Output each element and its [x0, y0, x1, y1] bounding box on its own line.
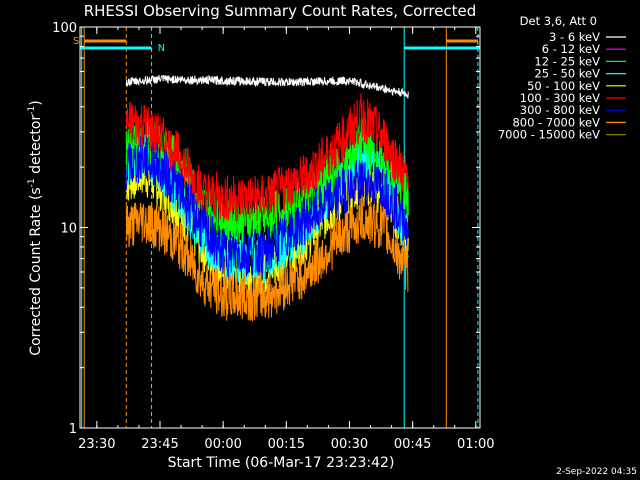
series-800to7000keV-line [125, 195, 409, 322]
x-tick-label: 23:45 [141, 437, 178, 452]
x-tick-label: 23:30 [78, 437, 115, 452]
y-tick-label: 10 [60, 222, 77, 237]
plot-area: SN [73, 27, 480, 428]
legend-label: 300 - 800 keV [520, 103, 600, 117]
x-tick-label: 00:30 [331, 437, 368, 452]
x-tick-label: 00:45 [394, 437, 431, 452]
x-tick-label: 00:15 [268, 437, 305, 452]
x-tick-label: 01:00 [457, 437, 494, 452]
legend-label: 12 - 25 keV [534, 54, 600, 68]
night-label: N [158, 43, 165, 54]
legend-label: 25 - 50 keV [534, 67, 600, 81]
series-100to300keV-line [125, 93, 409, 222]
saa-label: S [73, 36, 79, 47]
y-tick-label: 1 [69, 422, 77, 437]
y-tick-label: 100 [52, 21, 77, 36]
legend-title: Det 3,6, Att 0 [520, 14, 597, 28]
legend-label: 6 - 12 keV [542, 42, 600, 56]
series-3to6keV-line [125, 74, 409, 99]
legend-label: 800 - 7000 keV [512, 115, 600, 129]
timestamp: 2-Sep-2022 04:35 [556, 467, 637, 477]
y-axis-label: Corrected Count Rate (s-1 detector-1) [27, 100, 44, 355]
legend-label: 50 - 100 keV [527, 79, 600, 93]
x-axis-label: Start Time (06-Mar-17 23:23:42) [168, 455, 395, 471]
legend-label: 3 - 6 keV [549, 30, 600, 44]
axis-ticks: 23:30 23:45 00:00 00:15 00:30 00:45 01:00 1 10 10… [52, 21, 494, 452]
series-300to800keV-line [125, 136, 409, 278]
chart-title: RHESSI Observing Summary Count Rates, Co… [84, 2, 477, 20]
x-tick-label: 00:00 [204, 437, 241, 452]
legend-label: 7000 - 15000 keV [498, 128, 600, 142]
legend-label: 100 - 300 keV [520, 91, 600, 105]
